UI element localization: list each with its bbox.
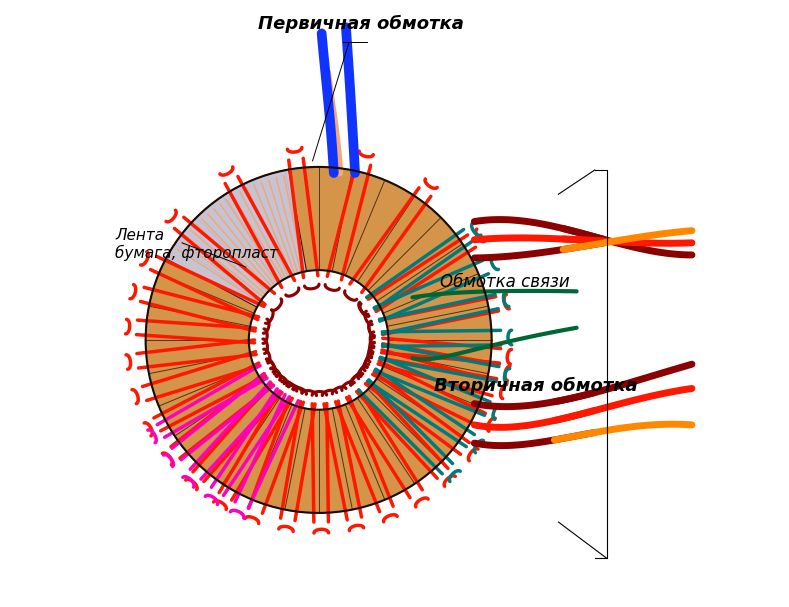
- Text: Лента
бумага, фторопласт: Лента бумага, фторопласт: [115, 228, 279, 262]
- Circle shape: [146, 167, 492, 513]
- Text: Вторичная обмотка: Вторичная обмотка: [434, 376, 638, 395]
- Wedge shape: [166, 169, 306, 307]
- Text: Первичная обмотка: Первичная обмотка: [258, 15, 464, 33]
- Circle shape: [249, 270, 388, 410]
- Text: Обмотка связи: Обмотка связи: [440, 273, 570, 291]
